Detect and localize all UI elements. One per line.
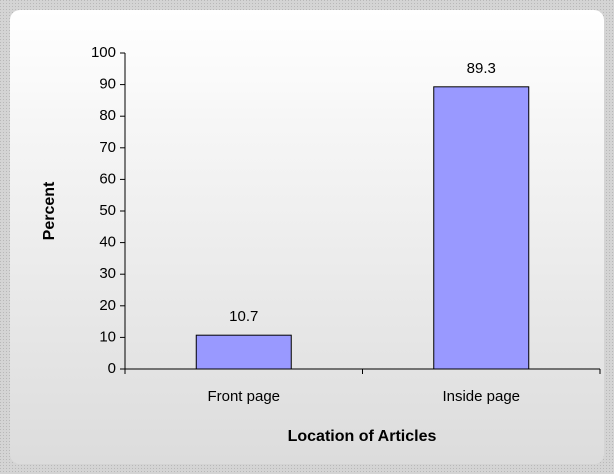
y-tick-label: 60 — [99, 170, 116, 187]
y-tick-label: 20 — [99, 297, 116, 314]
y-tick-label: 80 — [99, 107, 116, 124]
x-tick-label: Front page — [207, 388, 280, 405]
bar — [195, 334, 292, 370]
x-axis-title: Location of Articles — [288, 428, 437, 445]
data-label: 89.3 — [467, 60, 496, 77]
y-tick-label: 70 — [99, 139, 116, 156]
bar — [433, 86, 530, 370]
y-tick-label: 0 — [108, 360, 116, 377]
y-tick-label: 50 — [99, 202, 116, 219]
y-tick-label: 90 — [99, 76, 116, 93]
y-tick-label: 10 — [99, 328, 116, 345]
y-tick-label: 40 — [99, 234, 116, 251]
data-label: 10.7 — [229, 308, 258, 325]
y-tick-label: 30 — [99, 265, 116, 282]
y-tick-label: 100 — [91, 44, 116, 61]
x-tick-label: Inside page — [442, 388, 520, 405]
y-axis-title: Percent — [41, 181, 58, 240]
